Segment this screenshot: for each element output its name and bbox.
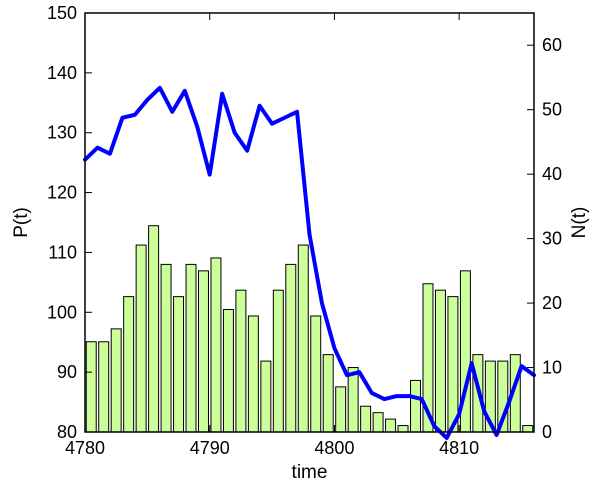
y-right-tick-label: 30 <box>542 229 562 249</box>
x-tick-label: 4800 <box>314 438 354 458</box>
bar <box>285 263 297 433</box>
y-left-tick-label: 80 <box>57 422 77 442</box>
plot-frame <box>84 12 535 433</box>
bar <box>335 386 347 433</box>
y-left-tick-label: 100 <box>47 302 77 322</box>
bar <box>210 257 222 433</box>
bar <box>447 296 459 433</box>
bar <box>360 405 372 433</box>
y-left-axis-label: P(t) <box>11 207 32 238</box>
bar <box>522 425 534 433</box>
bar <box>347 367 359 433</box>
y-right-tick-label: 50 <box>542 100 562 120</box>
bar <box>148 225 160 433</box>
y-right-tick-label: 40 <box>542 164 562 184</box>
y-right-tick-label: 0 <box>542 422 552 442</box>
bar <box>173 296 185 433</box>
bar <box>260 360 272 433</box>
bars-layer <box>85 225 534 433</box>
y-left-tick-label: 110 <box>48 242 77 262</box>
bar <box>310 315 322 433</box>
y-right-axis-label: N(t) <box>569 207 590 239</box>
y-left-tick-label: 140 <box>47 63 77 83</box>
bar <box>385 418 397 433</box>
bar <box>123 296 135 433</box>
bar <box>98 341 110 433</box>
bar <box>222 309 234 433</box>
bar <box>135 244 147 433</box>
y-left-tick-label: 130 <box>47 123 77 143</box>
y-right-tick-label: 20 <box>542 293 562 313</box>
bar <box>397 425 409 433</box>
bar <box>410 379 422 433</box>
y-left-tick-label: 90 <box>57 362 77 382</box>
bar <box>160 263 172 433</box>
y-right-tick-label: 60 <box>542 35 562 55</box>
x-tick-label: 4790 <box>190 438 230 458</box>
bar <box>197 270 209 433</box>
series-line <box>83 85 536 440</box>
x-tick-label: 4780 <box>65 438 105 458</box>
bar <box>297 244 309 433</box>
bar <box>235 289 247 433</box>
x-tick-label: 4810 <box>439 438 479 458</box>
bar <box>372 412 384 433</box>
ticks-layer: 4780 4790 4800 4810 80 90 100 110 120 130 140 150 0 1… <box>47 3 562 458</box>
bar <box>434 289 446 433</box>
y-left-tick-label: 120 <box>47 183 77 203</box>
bar <box>110 328 122 433</box>
bar <box>322 354 334 433</box>
bar <box>247 315 259 433</box>
bar <box>272 289 284 433</box>
y-left-tick-label: 150 <box>47 3 77 23</box>
y-right-tick-label: 10 <box>542 358 562 378</box>
x-axis-label: time <box>292 462 328 483</box>
bar <box>85 341 97 433</box>
bar <box>185 263 197 433</box>
